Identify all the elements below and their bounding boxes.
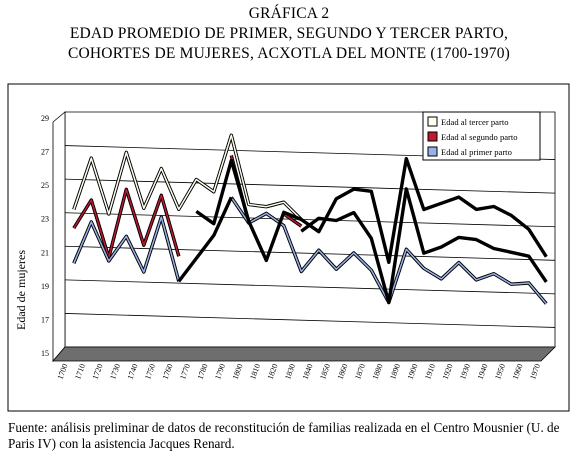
legend-label-1: Edad al segundo parto [441,132,518,142]
plot-floor [52,346,556,362]
y-tick-label-15: 15 [41,349,49,358]
y-axis-ticks: 15 17 19 21 23 25 27 29 [41,114,49,358]
y-tick-label-29: 29 [41,114,49,123]
series-4-line [300,188,547,304]
gridline-17 [64,313,556,328]
series-0-line [73,134,302,221]
series-5 [177,196,233,283]
y-tick-label-19: 19 [41,282,49,291]
y-tick-label-23: 23 [41,215,49,224]
legend-label-2: Edad al primer parto [441,147,512,157]
y-tick-label-17: 17 [41,315,49,324]
source-note: Fuente: análisis preliminar de datos de … [8,420,560,451]
legend: Edad al tercer parto Edad al segundo part… [422,111,541,161]
chart-title-line-3: COHORTES DE MUJERES, ACXOTLA DEL MONTE (… [67,45,511,62]
series-3-line [195,158,547,263]
gridlines [64,145,556,328]
legend-swatch-0 [427,116,438,127]
series-5-line [178,197,232,282]
gridline-21 [64,245,556,261]
plot-left-wall [52,111,66,363]
y-tick-label-25: 25 [41,181,49,190]
gridline-19 [64,279,556,295]
series-4 [300,187,548,305]
gridline-25 [64,178,556,194]
chart-title-line-1: GRÁFICA 2 [248,5,330,22]
y-tick-label-27: 27 [41,148,49,157]
chart-title-line-2: EDAD PROMEDIO DE PRIMER, SEGUNDO Y TERCE… [69,25,509,42]
legend-swatch-1 [427,131,438,142]
series-3 [195,157,548,264]
y-tick-label-21: 21 [41,248,49,257]
series-0 [72,133,303,221]
gridline-23 [64,212,556,228]
series-lines [72,133,548,305]
y-axis-label: Edad de mujeres [14,250,28,330]
legend-swatch-2 [427,146,438,157]
legend-label-0: Edad al tercer parto [441,117,509,127]
legend-box [422,111,541,161]
